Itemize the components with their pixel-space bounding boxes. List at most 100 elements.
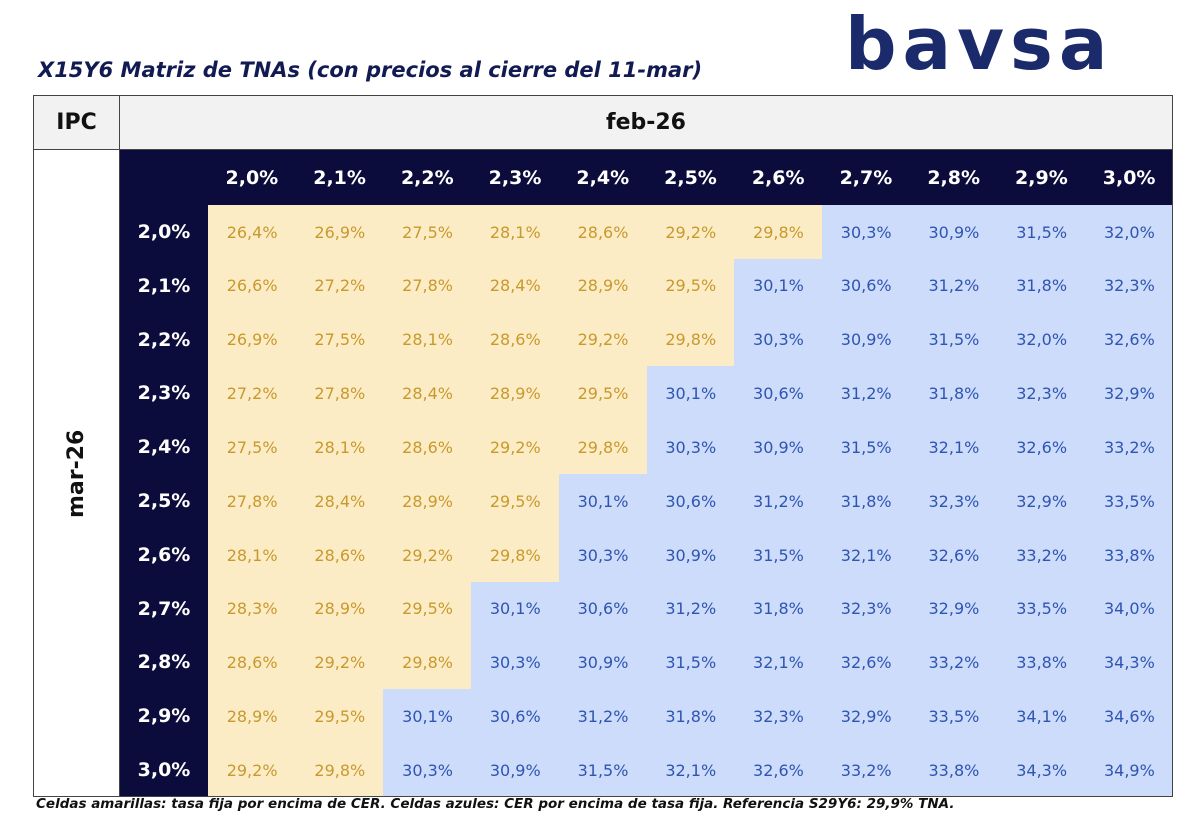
matrix-cell: 32,1% — [822, 527, 911, 583]
matrix-cell: 32,0% — [1085, 205, 1174, 260]
row-group-header: mar-26 — [64, 429, 89, 518]
matrix-cell: 32,3% — [734, 689, 823, 744]
matrix-cell: 28,3% — [208, 581, 297, 637]
row-header: 2,5% — [120, 474, 208, 528]
column-header: 2,5% — [646, 150, 735, 205]
corner-header: IPC — [33, 95, 120, 150]
row-header: 2,7% — [120, 581, 208, 636]
matrix-cell: 31,5% — [558, 743, 648, 798]
matrix-cell: 30,9% — [734, 420, 823, 475]
matrix-cell: 28,1% — [208, 527, 297, 583]
matrix-cell: 28,6% — [383, 420, 472, 475]
matrix-cell: 27,2% — [208, 366, 297, 421]
matrix-cell: 31,2% — [822, 366, 911, 421]
matrix-cell: 29,2% — [383, 527, 472, 583]
matrix-cell: 31,8% — [909, 366, 999, 421]
matrix-cell: 29,2% — [471, 420, 560, 475]
matrix-cell: 29,2% — [558, 312, 648, 367]
column-header: 2,2% — [383, 150, 472, 205]
matrix-cell: 29,8% — [558, 420, 648, 475]
matrix-cell: 30,9% — [909, 205, 999, 260]
matrix-cell: 32,3% — [909, 474, 999, 529]
matrix-cell: 27,2% — [295, 258, 384, 314]
matrix-cell: 29,8% — [646, 312, 735, 367]
matrix-cell: 32,1% — [646, 743, 735, 798]
matrix-cell: 27,5% — [295, 312, 384, 367]
matrix-cell: 26,9% — [295, 205, 384, 260]
matrix-cell: 31,2% — [909, 258, 999, 314]
matrix-cell: 33,2% — [909, 635, 999, 690]
column-header: 2,0% — [208, 150, 296, 205]
matrix-cell: 32,9% — [909, 581, 999, 637]
matrix-cell: 33,2% — [997, 527, 1086, 583]
matrix-cell: 31,5% — [822, 420, 911, 475]
matrix-cell: 31,2% — [558, 689, 648, 744]
matrix-cell: 33,5% — [1085, 474, 1174, 529]
title: X15Y6 Matriz de TNAs (con precios al cie… — [38, 58, 703, 82]
matrix-cell: 30,9% — [558, 635, 648, 690]
matrix-cell: 30,3% — [734, 312, 823, 367]
matrix-cell: 34,6% — [1085, 689, 1174, 744]
matrix-cell: 30,6% — [822, 258, 911, 314]
matrix-cell: 27,5% — [208, 420, 297, 475]
row-header: 3,0% — [120, 743, 208, 797]
matrix-cell: 28,4% — [471, 258, 560, 314]
matrix-cell: 28,1% — [471, 205, 560, 260]
matrix-cell: 26,9% — [208, 312, 297, 367]
matrix-cell: 32,6% — [909, 527, 999, 583]
matrix-cell: 33,8% — [1085, 527, 1174, 583]
matrix-cell: 30,3% — [822, 205, 911, 260]
column-header: 2,6% — [734, 150, 823, 205]
matrix-cell: 28,9% — [383, 474, 472, 529]
matrix-cell: 34,3% — [1085, 635, 1174, 690]
matrix-cell: 30,9% — [471, 743, 560, 798]
row-header: 2,8% — [120, 635, 208, 690]
matrix-cell: 27,8% — [208, 474, 297, 529]
matrix-cell: 29,8% — [295, 743, 384, 798]
matrix-cell: 29,5% — [558, 366, 648, 421]
matrix-cell: 34,3% — [997, 743, 1086, 798]
matrix-cell: 27,8% — [383, 258, 472, 314]
matrix-cell: 28,9% — [558, 258, 648, 314]
row-header: 2,0% — [120, 205, 208, 259]
matrix-cell: 30,1% — [383, 689, 472, 744]
matrix-cell: 30,9% — [822, 312, 911, 367]
matrix-cell: 32,3% — [997, 366, 1086, 421]
logo: bavsa — [845, 2, 1114, 86]
matrix-cell: 32,6% — [997, 420, 1086, 475]
matrix-cell: 32,0% — [997, 312, 1086, 367]
column-header: 3,0% — [1085, 150, 1173, 205]
matrix-cell: 32,3% — [822, 581, 911, 637]
matrix-cell: 31,5% — [734, 527, 823, 583]
matrix-cell: 29,2% — [208, 743, 297, 798]
matrix-cell: 30,6% — [734, 366, 823, 421]
matrix-cell: 29,5% — [295, 689, 384, 744]
matrix-cell: 32,1% — [734, 635, 823, 690]
matrix-cell: 32,6% — [822, 635, 911, 690]
row-header: 2,6% — [120, 527, 208, 582]
matrix-cell: 28,4% — [295, 474, 384, 529]
row-header: 2,9% — [120, 689, 208, 744]
matrix-cell: 32,9% — [822, 689, 911, 744]
matrix-cell: 33,2% — [822, 743, 911, 798]
matrix-cell: 32,6% — [1085, 312, 1174, 367]
matrix-cell: 31,5% — [997, 205, 1086, 260]
column-header: 2,8% — [909, 150, 998, 205]
matrix-cell: 30,9% — [646, 527, 735, 583]
matrix-cell: 28,1% — [383, 312, 472, 367]
row-group-box — [33, 149, 120, 797]
footnote: Celdas amarillas: tasa fija por encima d… — [36, 796, 955, 812]
matrix-cell: 31,8% — [734, 581, 823, 637]
matrix-cell: 34,9% — [1085, 743, 1174, 798]
matrix-cell: 30,6% — [646, 474, 735, 529]
matrix-cell: 31,5% — [909, 312, 999, 367]
matrix-cell: 33,8% — [997, 635, 1086, 690]
column-header: 2,1% — [295, 150, 384, 205]
column-header: 2,9% — [997, 150, 1086, 205]
matrix-cell: 29,5% — [383, 581, 472, 637]
matrix-cell: 31,8% — [822, 474, 911, 529]
matrix-cell: 31,8% — [997, 258, 1086, 314]
matrix-cell: 31,5% — [646, 635, 735, 690]
matrix-cell: 30,6% — [471, 689, 560, 744]
